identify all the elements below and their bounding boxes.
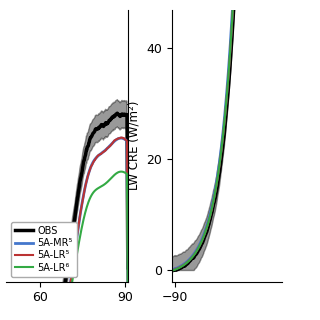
5A-LR⁵ <box>107 145 111 149</box>
5A-MR⁵ <box>126 281 130 285</box>
Line: 5A-LR⁶: 5A-LR⁶ <box>6 172 128 320</box>
5A-LR⁵ <box>79 207 83 211</box>
Line: 5A-MR⁵: 5A-MR⁵ <box>6 138 128 320</box>
5A-MR⁵ <box>77 222 81 226</box>
OBS <box>79 176 83 180</box>
Line: OBS: OBS <box>6 113 128 320</box>
OBS <box>115 111 119 115</box>
5A-LR⁵ <box>77 220 81 223</box>
5A-LR⁶ <box>119 170 123 173</box>
Line: 5A-LR⁵: 5A-LR⁵ <box>6 138 128 320</box>
5A-MR⁵ <box>77 220 81 224</box>
5A-MR⁵ <box>115 138 119 141</box>
OBS <box>115 112 118 116</box>
OBS <box>126 266 130 270</box>
5A-LR⁶ <box>107 178 111 182</box>
5A-LR⁶ <box>77 240 81 244</box>
5A-LR⁶ <box>115 171 119 175</box>
5A-LR⁵ <box>77 222 81 226</box>
Legend: OBS, 5A-MR⁵, 5A-LR⁵, 5A-LR⁶: OBS, 5A-MR⁵, 5A-LR⁵, 5A-LR⁶ <box>11 222 77 277</box>
5A-LR⁵ <box>115 137 119 141</box>
5A-MR⁵ <box>79 207 83 211</box>
OBS <box>107 119 111 123</box>
5A-MR⁵ <box>119 136 123 140</box>
5A-MR⁵ <box>107 145 111 148</box>
5A-LR⁵ <box>119 136 123 140</box>
5A-LR⁶ <box>77 242 81 246</box>
OBS <box>76 191 80 195</box>
OBS <box>77 188 81 192</box>
5A-LR⁶ <box>79 229 83 233</box>
5A-LR⁵ <box>126 281 130 284</box>
Y-axis label: LW CRE (W/m²): LW CRE (W/m²) <box>128 101 140 190</box>
5A-LR⁶ <box>126 301 130 305</box>
